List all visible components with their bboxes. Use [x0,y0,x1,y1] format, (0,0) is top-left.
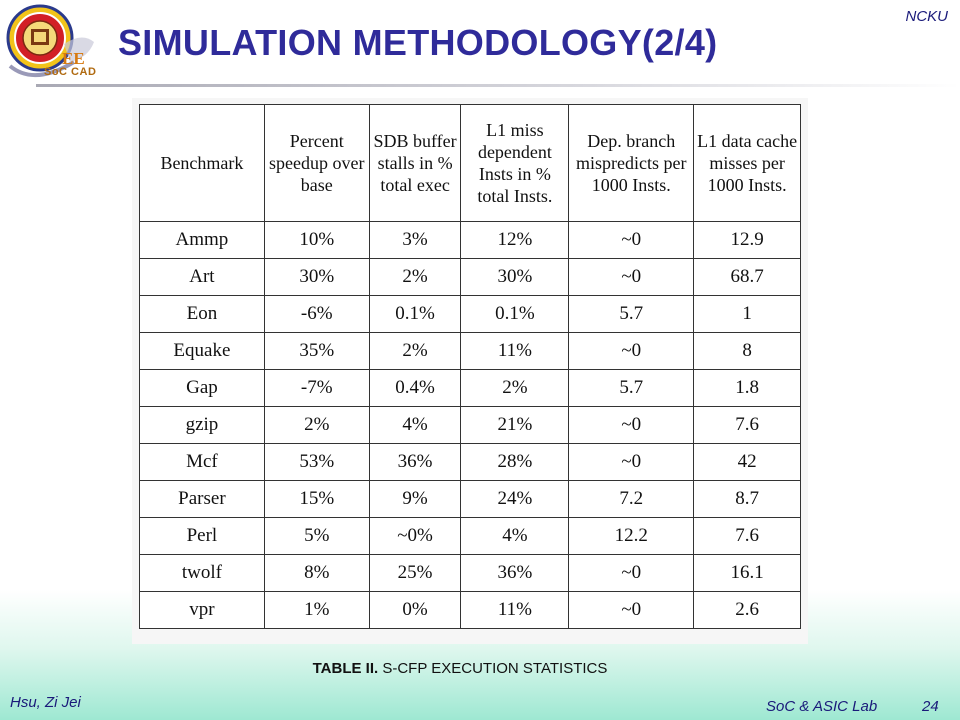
cell-benchmark: gzip [139,406,265,444]
cell-l1-miss-dependent: 30% [460,258,570,296]
cell-l1-miss-dependent: 36% [460,554,570,592]
execution-statistics-table: Benchmark Percent speedup over base SDB … [139,104,801,629]
cell-benchmark: Mcf [139,443,265,481]
table-row: Equake 35% 2% 11% ~0 8 [139,332,801,370]
slide-title: SIMULATION METHODOLOGY(2/4) [118,22,718,63]
cell-benchmark: twolf [139,554,265,592]
cell-speedup: -6% [263,295,370,333]
table-row: Mcf 53% 36% 28% ~0 42 [139,443,801,481]
cell-l1-data-misses: 42 [693,443,801,481]
cell-benchmark: Art [139,258,265,296]
cell-branch-mispredicts: ~0 [568,332,695,370]
cell-sdb-stalls: 2% [368,258,462,296]
header-sdb-stalls: SDB buffer stalls in % total exec [368,104,462,222]
table-row: Gap -7% 0.4% 2% 5.7 1.8 [139,369,801,407]
cell-branch-mispredicts: ~0 [568,443,695,481]
cell-l1-data-misses: 1 [693,295,801,333]
cell-l1-data-misses: 68.7 [693,258,801,296]
title-divider [36,84,960,87]
cell-l1-data-misses: 8 [693,332,801,370]
cell-sdb-stalls: 3% [368,221,462,259]
table-row: gzip 2% 4% 21% ~0 7.6 [139,406,801,444]
cell-speedup: 1% [263,591,370,629]
university-logo: EE [4,2,100,86]
header-branch-mispredicts: Dep. branch mispredicts per 1000 Insts. [568,104,695,222]
logo-emblem-icon: EE [6,4,94,78]
header-speedup: Percent speedup over base [263,104,370,222]
table-caption: TABLE II. S-CFP EXECUTION STATISTICS [0,660,920,677]
cell-l1-data-misses: 7.6 [693,517,801,555]
logo-badge: EE [62,49,85,68]
table-row: Ammp 10% 3% 12% ~0 12.9 [139,221,801,259]
author-name: Hsu, Zi Jei [10,694,81,711]
cell-sdb-stalls: 0.4% [368,369,462,407]
cell-l1-miss-dependent: 0.1% [460,295,570,333]
cell-speedup: 53% [263,443,370,481]
cell-sdb-stalls: 2% [368,332,462,370]
cell-benchmark: Gap [139,369,265,407]
cell-l1-data-misses: 1.8 [693,369,801,407]
cell-benchmark: Eon [139,295,265,333]
table-body: Ammp 10% 3% 12% ~0 12.9 Art 30% 2% 30% ~0 68.7 Eon -6… [139,221,801,629]
cell-speedup: -7% [263,369,370,407]
cell-speedup: 15% [263,480,370,518]
table-row: twolf 8% 25% 36% ~0 16.1 [139,554,801,592]
table-row: Art 30% 2% 30% ~0 68.7 [139,258,801,296]
cell-l1-miss-dependent: 21% [460,406,570,444]
cell-l1-miss-dependent: 4% [460,517,570,555]
cell-benchmark: Parser [139,480,265,518]
table-row: Parser 15% 9% 24% 7.2 8.7 [139,480,801,518]
caption-label: TABLE II. [312,660,379,677]
cell-l1-miss-dependent: 12% [460,221,570,259]
cell-sdb-stalls: 0.1% [368,295,462,333]
header-benchmark: Benchmark [139,104,265,222]
cell-speedup: 10% [263,221,370,259]
corner-label: NCKU [905,8,948,25]
cell-sdb-stalls: 0% [368,591,462,629]
cell-l1-data-misses: 16.1 [693,554,801,592]
table-row: Perl 5% ~0% 4% 12.2 7.6 [139,517,801,555]
cell-branch-mispredicts: ~0 [568,554,695,592]
table-row: Eon -6% 0.1% 0.1% 5.7 1 [139,295,801,333]
cell-sdb-stalls: 25% [368,554,462,592]
header-l1-data-misses: L1 data cache misses per 1000 Insts. [693,104,801,222]
cell-l1-miss-dependent: 11% [460,591,570,629]
cell-l1-miss-dependent: 28% [460,443,570,481]
cell-l1-miss-dependent: 2% [460,369,570,407]
cell-l1-data-misses: 12.9 [693,221,801,259]
cell-branch-mispredicts: 7.2 [568,480,695,518]
cell-branch-mispredicts: 5.7 [568,369,695,407]
cell-l1-data-misses: 2.6 [693,591,801,629]
caption-text: S-CFP EXECUTION STATISTICS [378,660,608,677]
cell-branch-mispredicts: ~0 [568,221,695,259]
cell-sdb-stalls: 4% [368,406,462,444]
cell-benchmark: Perl [139,517,265,555]
cell-benchmark: Equake [139,332,265,370]
cell-l1-data-misses: 8.7 [693,480,801,518]
cell-l1-miss-dependent: 11% [460,332,570,370]
table-header-row: Benchmark Percent speedup over base SDB … [139,104,801,222]
cell-sdb-stalls: ~0% [368,517,462,555]
cell-sdb-stalls: 9% [368,480,462,518]
cell-benchmark: Ammp [139,221,265,259]
cell-sdb-stalls: 36% [368,443,462,481]
cell-branch-mispredicts: 12.2 [568,517,695,555]
cell-l1-miss-dependent: 24% [460,480,570,518]
cell-branch-mispredicts: ~0 [568,406,695,444]
cell-branch-mispredicts: ~0 [568,258,695,296]
cell-speedup: 8% [263,554,370,592]
logo-caption: SoC CAD [44,66,97,78]
cell-speedup: 35% [263,332,370,370]
cell-benchmark: vpr [139,591,265,629]
table-row: vpr 1% 0% 11% ~0 2.6 [139,591,801,629]
cell-branch-mispredicts: 5.7 [568,295,695,333]
cell-branch-mispredicts: ~0 [568,591,695,629]
page-number: 24 [922,698,939,715]
lab-name: SoC & ASIC Lab [766,698,878,715]
cell-speedup: 5% [263,517,370,555]
header-l1-miss-dependent: L1 miss dependent Insts in % total Insts… [460,104,570,222]
cell-speedup: 2% [263,406,370,444]
cell-l1-data-misses: 7.6 [693,406,801,444]
cell-speedup: 30% [263,258,370,296]
